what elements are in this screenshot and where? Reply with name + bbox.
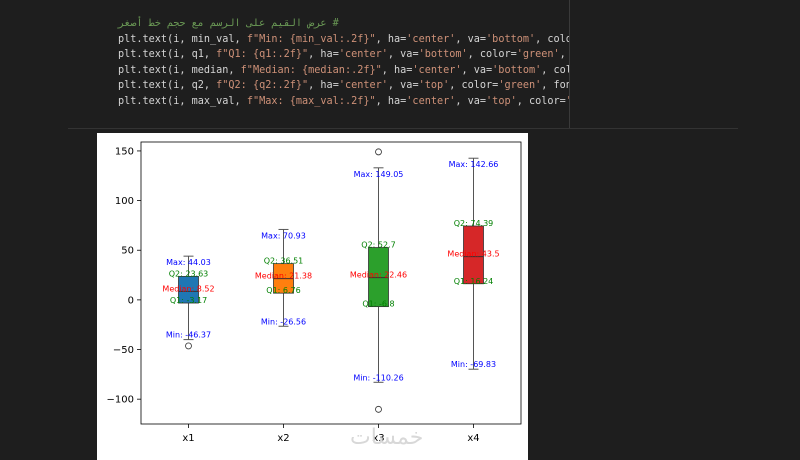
code-token: plt.text(i, min_val, — [118, 33, 247, 45]
label-q1: Q1: 6.76 — [266, 286, 300, 295]
code-token: , va= — [387, 49, 419, 60]
code-token: f"Q1: {q1:.2f}" — [216, 49, 309, 60]
code-token: 'green' — [498, 80, 542, 91]
code-line: plt.text(i, median, f"Median: {median:.2… — [118, 63, 570, 79]
y-tick-label: 50 — [121, 246, 134, 257]
code-token: 'top' — [486, 95, 517, 107]
code-token: , va= — [461, 64, 493, 76]
outlier-point — [375, 405, 382, 413]
code-token: , fontsize= — [541, 80, 570, 91]
code-token: 'bottom' — [418, 49, 468, 60]
code-token: , fontsize= — [559, 49, 566, 60]
label-median: Median: 21.38 — [255, 272, 312, 281]
label-max: Max: 44.03 — [166, 258, 211, 267]
code-token: # عرض القيم على الرسم مع حجم خط أصغر — [118, 18, 339, 29]
y-tick-label: −100 — [107, 395, 134, 406]
code-cell[interactable]: # عرض القيم على الرسم مع حجم خط أصغر plt.… — [108, 10, 570, 120]
code-token: 'center' — [338, 80, 388, 91]
code-token: 'top' — [418, 80, 450, 91]
label-q2: Q2: 52.7 — [361, 241, 395, 250]
watermark-logo: خمسات — [350, 425, 424, 450]
code-token: f"Q2: {q2:.2f}" — [216, 80, 309, 91]
code-token: , color= — [467, 49, 517, 60]
outlier-point — [185, 342, 192, 350]
code-token: , ha= — [381, 64, 413, 76]
code-token: 'blue' — [566, 96, 570, 107]
code-line: plt.text(i, q1, f"Q1: {q1:.2f}", ha='cen… — [118, 47, 570, 63]
code-token: f"Max: {max_val:.2f}" — [246, 95, 376, 107]
code-line: # عرض القيم على الرسم مع حجم خط أصغر — [118, 16, 570, 32]
code-token: plt.text(i, q2, — [118, 80, 217, 91]
outlier-point — [375, 148, 382, 156]
label-min: Min: -46.37 — [166, 331, 211, 340]
cell-divider — [569, 0, 570, 128]
code-token: plt.text(i, median, — [118, 64, 241, 76]
label-median: Median: 8.52 — [162, 284, 214, 293]
box-x4 — [463, 225, 484, 285]
code-token: plt.text(i, q1, — [118, 49, 217, 60]
code-token: 'center' — [412, 64, 462, 76]
label-min: Min: -110.26 — [353, 373, 403, 382]
label-max: Max: 142.66 — [449, 160, 499, 169]
plot-frame — [140, 141, 522, 425]
code-token: , va= — [455, 95, 487, 107]
y-tick-label: −50 — [113, 345, 134, 356]
x-tick-label: x4 — [467, 433, 479, 444]
code-token: f"Min: {min_val:.2f}" — [246, 33, 376, 45]
code-token: 'center' — [338, 49, 388, 60]
label-median: Median: 43.5 — [447, 250, 499, 259]
code-token: 'green' — [516, 49, 560, 60]
label-max: Max: 149.05 — [354, 170, 404, 179]
code-token: 'bottom' — [486, 33, 536, 45]
code-token: , va= — [387, 80, 419, 91]
label-q2: Q2: 23.63 — [169, 269, 209, 278]
code-token: , color= — [541, 64, 570, 76]
label-q1: Q1: -3.17 — [170, 296, 207, 305]
y-tick-label: 0 — [128, 295, 134, 306]
label-q2: Q2: 74.39 — [454, 219, 494, 228]
code-token: , ha= — [375, 95, 407, 107]
label-median: Median: 22.46 — [350, 271, 407, 280]
label-min: Min: -26.56 — [261, 317, 306, 326]
code-token: , ha= — [308, 49, 339, 60]
code-token: , va= — [455, 33, 487, 45]
boxplot-chart: −100 −50 0 50 100 150 x1 x2 x3 x4 Max: 44.03 Q2: 23… — [107, 141, 522, 444]
label-q2: Q2: 36.51 — [264, 257, 304, 266]
code-token: 'bottom' — [492, 64, 542, 76]
code-token: 'center' — [406, 95, 456, 107]
code-token: , ha= — [308, 80, 339, 91]
code-token: , ha= — [375, 33, 407, 45]
label-min: Min: -69.83 — [451, 360, 496, 369]
box-x1 — [178, 276, 199, 304]
x-tick-label: x1 — [182, 433, 194, 444]
code-token: f"Median: {median:.2f}" — [240, 64, 382, 76]
x-tick-label: x2 — [277, 433, 289, 444]
code-line: plt.text(i, q2, f"Q2: {q2:.2f}", ha='cen… — [118, 78, 570, 94]
code-token: , color= — [516, 95, 566, 107]
code-token: plt.text(i, max_val, — [118, 95, 247, 107]
code-token: , color= — [535, 33, 570, 45]
cell-separator — [68, 128, 738, 129]
code-token: 'center' — [406, 33, 456, 45]
label-q1: Q1: 16.24 — [454, 277, 494, 286]
label-max: Max: 70.93 — [261, 231, 306, 240]
code-line: plt.text(i, max_val, f"Max: {max_val:.2f… — [118, 94, 570, 110]
y-tick-label: 100 — [115, 196, 134, 207]
x-tick-label: x3 — [372, 433, 384, 444]
cell-output-plot: −100 −50 0 50 100 150 x1 x2 x3 x4 Max: 44.03 Q2: 23… — [97, 133, 528, 460]
code-line: plt.text(i, min_val, f"Min: {min_val:.2f… — [118, 32, 570, 48]
y-tick-label: 150 — [115, 146, 134, 157]
code-token: , color= — [449, 80, 499, 91]
label-q1: Q1: -6.8 — [362, 300, 394, 309]
